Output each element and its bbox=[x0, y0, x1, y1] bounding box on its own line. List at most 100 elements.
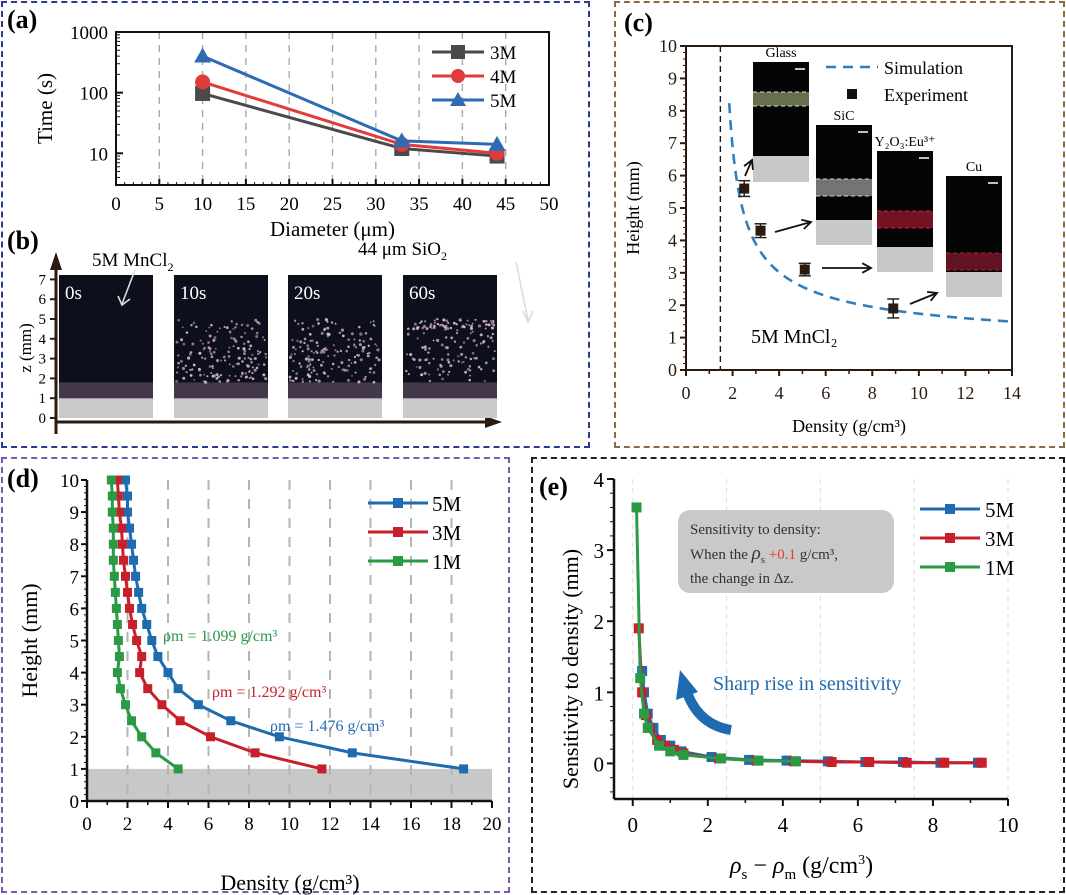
particle bbox=[203, 373, 206, 376]
particle bbox=[466, 319, 469, 322]
sediment-layer bbox=[288, 382, 382, 399]
inset-label: Cu bbox=[966, 160, 982, 175]
data-point-5M bbox=[125, 523, 135, 533]
particle bbox=[491, 340, 494, 342]
particle bbox=[200, 356, 204, 360]
particle bbox=[483, 380, 486, 382]
particle bbox=[201, 342, 204, 345]
x-tick-label-a: 30 bbox=[366, 194, 385, 215]
particle bbox=[353, 338, 356, 341]
particle bbox=[326, 326, 330, 330]
data-point-1M bbox=[113, 636, 123, 645]
legend-experiment-marker bbox=[847, 89, 857, 99]
particle bbox=[420, 373, 424, 377]
particle bbox=[423, 347, 427, 351]
x-tick-label-a: 15 bbox=[236, 194, 255, 215]
data-point-3M bbox=[118, 555, 128, 565]
inset-floor bbox=[877, 247, 933, 272]
particle bbox=[428, 361, 431, 365]
particle bbox=[353, 343, 356, 346]
data-point-3M bbox=[976, 757, 987, 768]
panel-label-d: (d) bbox=[7, 464, 39, 493]
particle bbox=[415, 326, 419, 329]
particle bbox=[258, 322, 261, 325]
particle bbox=[436, 322, 439, 326]
particle bbox=[176, 354, 180, 357]
particle bbox=[195, 325, 198, 329]
particle bbox=[334, 349, 337, 352]
particle bbox=[208, 348, 211, 351]
particle bbox=[212, 338, 216, 342]
experiment-point bbox=[755, 225, 766, 236]
particle bbox=[479, 342, 483, 345]
particle bbox=[413, 322, 417, 326]
particle bbox=[204, 380, 208, 384]
particle bbox=[234, 326, 237, 329]
particle bbox=[262, 363, 266, 367]
data-point-5M bbox=[194, 47, 212, 63]
particle bbox=[310, 339, 314, 343]
particle bbox=[177, 318, 181, 322]
particle bbox=[372, 320, 375, 323]
particle bbox=[375, 344, 378, 347]
particle bbox=[316, 344, 320, 348]
density-annotation-1M: ρm = 1.099 g/cm³ bbox=[163, 628, 277, 645]
y-axis-label-e: Sensitivity to density (mm) bbox=[558, 549, 583, 789]
particle bbox=[211, 375, 215, 378]
legend-label-1M: 1M bbox=[985, 556, 1015, 580]
particle bbox=[475, 344, 478, 347]
particle bbox=[248, 347, 251, 351]
particle bbox=[444, 336, 448, 339]
particle bbox=[175, 379, 178, 383]
particle bbox=[468, 378, 471, 382]
particle-cloud-20s bbox=[288, 317, 381, 384]
particle bbox=[407, 372, 410, 376]
data-point-1M bbox=[631, 502, 642, 513]
y-tick-label-c: 5 bbox=[668, 198, 677, 218]
particle bbox=[468, 324, 471, 327]
particle bbox=[473, 357, 476, 360]
particle bbox=[330, 321, 334, 324]
particle bbox=[241, 360, 244, 363]
x-tick-label-c: 6 bbox=[821, 383, 830, 403]
particle bbox=[245, 363, 249, 367]
y-tick-label-d: 5 bbox=[70, 632, 80, 653]
particle bbox=[487, 345, 490, 348]
y-tick-label-d: 8 bbox=[70, 535, 80, 556]
particle bbox=[468, 365, 471, 368]
particle bbox=[231, 365, 235, 368]
particle bbox=[376, 348, 380, 352]
particle bbox=[312, 369, 316, 372]
data-point-5M bbox=[193, 700, 203, 710]
particle bbox=[346, 369, 349, 372]
particle bbox=[422, 332, 425, 335]
y-tick-label-c: 10 bbox=[659, 36, 677, 56]
particle bbox=[377, 358, 381, 362]
particle bbox=[347, 364, 351, 368]
particle bbox=[237, 379, 241, 382]
particle bbox=[319, 363, 323, 367]
particle bbox=[433, 319, 436, 322]
y-tick-label-d: 4 bbox=[70, 664, 80, 685]
particle bbox=[236, 346, 240, 350]
arrowhead bbox=[926, 290, 939, 302]
particle bbox=[264, 377, 268, 381]
particle bbox=[466, 336, 470, 340]
particle bbox=[324, 349, 327, 351]
data-point-1M bbox=[151, 748, 161, 758]
particle bbox=[254, 318, 258, 322]
particle bbox=[450, 336, 454, 340]
particle bbox=[232, 337, 236, 341]
data-point-3M bbox=[826, 757, 837, 768]
particle bbox=[375, 356, 378, 360]
particle bbox=[362, 339, 366, 343]
z-tick-label: 2 bbox=[39, 371, 47, 387]
particle bbox=[296, 339, 299, 342]
particle bbox=[366, 354, 370, 358]
particle bbox=[235, 322, 238, 325]
inset-pointer-arrow bbox=[909, 292, 938, 305]
particle bbox=[482, 340, 486, 343]
particle bbox=[446, 358, 450, 362]
arrowhead bbox=[801, 218, 813, 230]
